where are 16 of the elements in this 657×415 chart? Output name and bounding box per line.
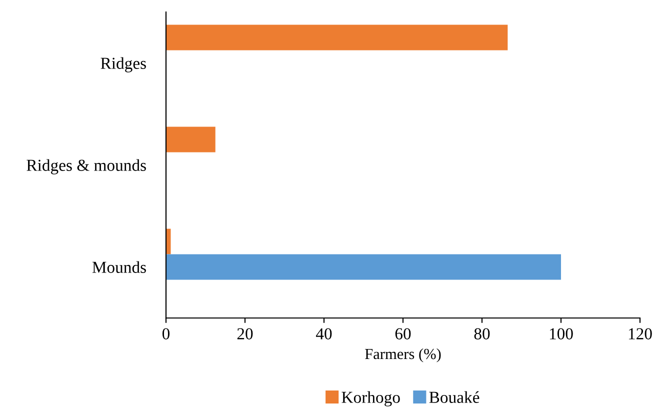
bar bbox=[166, 254, 561, 280]
x-tick-label: 40 bbox=[316, 328, 332, 340]
legend-label: Korhogo bbox=[342, 391, 400, 406]
bar bbox=[166, 126, 216, 152]
legend-label: Bouaké bbox=[429, 391, 480, 403]
y-tick-label: Mounds bbox=[92, 261, 146, 273]
x-tick-label: 100 bbox=[550, 328, 573, 340]
x-tick-label: 80 bbox=[474, 328, 490, 340]
x-axis-title: Farmers (%) bbox=[365, 348, 441, 362]
bar bbox=[166, 24, 508, 50]
x-tick-label: 20 bbox=[237, 328, 253, 340]
y-tick-label: Ridges bbox=[100, 57, 146, 72]
x-tick-label: 0 bbox=[162, 328, 170, 340]
x-tick-label: 120 bbox=[628, 328, 652, 340]
x-tick-label: 60 bbox=[395, 328, 411, 340]
y-tick-label: Ridges & mounds bbox=[26, 159, 146, 174]
